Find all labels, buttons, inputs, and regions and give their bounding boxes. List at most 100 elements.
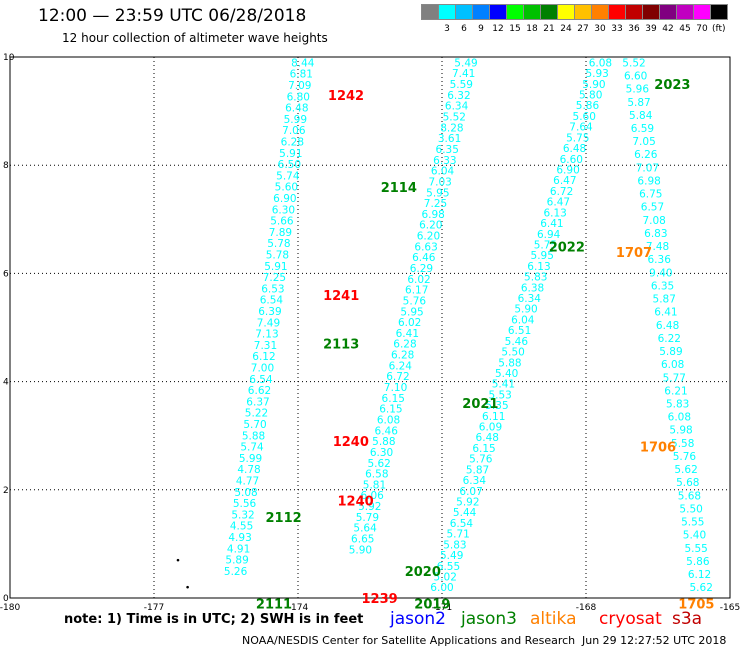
wave-height-value: 6.06 xyxy=(360,490,384,502)
wave-height-value: 6.90 xyxy=(273,193,296,205)
pass-label: 1705 xyxy=(678,597,714,610)
pass-label: 2019 xyxy=(414,597,450,610)
legend-label: 24 xyxy=(560,24,572,34)
wave-height-value: 6.07 xyxy=(459,486,482,498)
wave-height-value: 6.30 xyxy=(272,204,295,216)
wave-height-value: 6.36 xyxy=(648,254,672,266)
wave-height-value: 6.60 xyxy=(624,71,647,83)
wave-height-value: 6.02 xyxy=(398,317,421,329)
wave-height-value: 7.03 xyxy=(428,176,451,188)
wave-height-value: 6.00 xyxy=(430,582,453,594)
wave-height-value: 6.08 xyxy=(589,57,612,69)
wave-height-value: 6.47 xyxy=(547,197,570,209)
wave-height-value: 5.68 xyxy=(676,477,699,489)
wave-height-value: 6.59 xyxy=(631,123,654,135)
wave-height-value: 7.64 xyxy=(569,122,593,134)
wave-height-value: 5.86 xyxy=(576,100,600,112)
pass-label: 1241 xyxy=(323,289,359,304)
wave-height-value: 5.93 xyxy=(585,68,608,80)
wave-height-value: 5.76 xyxy=(673,451,697,463)
wave-height-value: 6.47 xyxy=(553,175,576,187)
wave-height-value: 7.05 xyxy=(632,136,655,148)
wave-height-value: 5.75 xyxy=(566,132,589,144)
wave-height-value: 6.51 xyxy=(508,325,531,337)
satellite-s3a: s3a xyxy=(672,609,703,629)
pass-label: 1242 xyxy=(328,89,364,104)
wave-height-value: 9.40 xyxy=(649,267,672,279)
data-dot xyxy=(186,585,189,589)
wave-height-value: 5.92 xyxy=(358,501,381,513)
pass-label: 2020 xyxy=(405,565,441,580)
legend-swatch xyxy=(710,4,728,20)
wave-height-value: 5.49 xyxy=(440,550,463,562)
pass-label: 2111 xyxy=(256,597,292,610)
wave-height-value: 6.04 xyxy=(511,314,535,326)
wave-height-value: 7.07 xyxy=(636,162,659,174)
wave-height-value: 3.61 xyxy=(438,133,461,145)
y-tick-label: 6 xyxy=(3,269,9,279)
wave-height-value: 5.83 xyxy=(666,399,689,411)
wave-height-value: 5.62 xyxy=(674,464,697,476)
wave-height-value: 5.83 xyxy=(524,272,547,284)
wave-height-value: 5.92 xyxy=(456,497,479,509)
wave-height-value: 5.90 xyxy=(349,544,372,556)
legend-label: 36 xyxy=(628,24,640,34)
wave-height-value: 6.83 xyxy=(644,228,667,240)
y-tick-label: 8 xyxy=(3,161,9,171)
pass-label: 2114 xyxy=(381,181,417,196)
wave-height-value: 5.79 xyxy=(356,512,379,524)
pass-label: 2113 xyxy=(323,338,359,353)
wave-height-value: 5.80 xyxy=(579,90,602,102)
wave-height-value: 6.75 xyxy=(639,189,662,201)
wave-height-value: 6.98 xyxy=(637,175,660,187)
wave-height-value: 5.60 xyxy=(275,182,298,194)
wave-height-value: 5.64 xyxy=(353,523,377,535)
wave-height-value: 5.41 xyxy=(492,379,515,391)
wave-height-value: 6.58 xyxy=(365,469,388,481)
wave-height-value: 5.74 xyxy=(240,442,264,454)
wave-height-value: 6.28 xyxy=(393,339,416,351)
wave-height-value: 5.35 xyxy=(485,400,508,412)
satellite-altika: altika xyxy=(530,609,577,629)
wave-height-value: 6.60 xyxy=(560,154,583,166)
footer-note: note: 1) Time is in UTC; 2) SWH is in fe… xyxy=(64,612,364,627)
wave-height-value: 6.63 xyxy=(414,241,437,253)
timestamp-text: Jun 29 12:27:52 UTC 2018 xyxy=(582,634,727,647)
wave-height-value: 7.89 xyxy=(269,227,292,239)
legend-label: 6 xyxy=(461,24,467,34)
x-tick-label: -168 xyxy=(576,603,597,610)
wave-height-value: 6.54 xyxy=(260,295,284,307)
wave-height-value: 6.08 xyxy=(661,359,684,371)
wave-height-value: 6.35 xyxy=(436,144,459,156)
wave-height-value: 5.44 xyxy=(453,507,477,519)
wave-height-value: 6.21 xyxy=(664,385,687,397)
wave-height-value: 6.41 xyxy=(654,307,677,319)
wave-height-value: 6.48 xyxy=(563,143,586,155)
wave-height-value: 8.44 xyxy=(291,57,315,69)
wave-height-value: 6.13 xyxy=(543,207,566,219)
wave-height-value: 5.62 xyxy=(367,458,390,470)
wave-height-value: 5.55 xyxy=(684,543,707,555)
wave-height-value: 6.81 xyxy=(290,69,313,81)
wave-height-value: 6.90 xyxy=(556,165,579,177)
wave-height-value: 6.65 xyxy=(351,533,374,545)
wave-height-value: 6.15 xyxy=(379,404,402,416)
x-tick-label: -174 xyxy=(288,603,309,610)
wave-height-value: 6.54 xyxy=(450,518,474,530)
y-tick-label: 2 xyxy=(3,486,9,496)
wave-height-value: 7.41 xyxy=(452,68,475,80)
wave-height-value: 6.12 xyxy=(688,569,711,581)
wave-height-value: 6.15 xyxy=(382,393,405,405)
wave-height-value: 5.88 xyxy=(498,357,521,369)
wave-height-value: 6.48 xyxy=(656,320,679,332)
wave-height-value: 5.52 xyxy=(443,112,466,124)
wave-height-value: 5.99 xyxy=(284,114,307,126)
wave-height-value: 5.58 xyxy=(671,438,694,450)
satellite-cryosat: cryosat xyxy=(599,609,662,629)
wave-height-value: 5.87 xyxy=(627,97,650,109)
wave-height-value: 5.89 xyxy=(659,346,682,358)
wave-height-value: 5.87 xyxy=(466,464,489,476)
wave-height-value: 5.50 xyxy=(501,347,524,359)
wave-height-value: 5.46 xyxy=(505,336,529,348)
